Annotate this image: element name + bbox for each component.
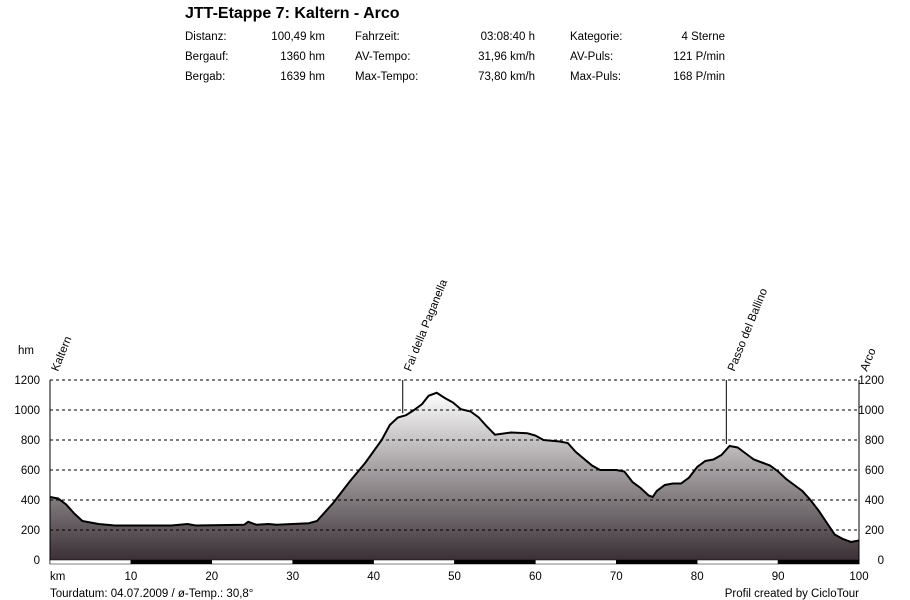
waypoint-label: Fai della Paganella (402, 277, 450, 373)
x-tick-label: 50 (448, 571, 461, 583)
km-bar-segment (49, 559, 132, 565)
y-tick-label-right: 400 (865, 495, 884, 507)
km-bar-segment (373, 559, 455, 565)
stat-label: AV-Tempo: (355, 51, 411, 63)
stat-label: Max-Puls: (570, 71, 622, 83)
stat-value: 1639 hm (280, 71, 325, 83)
stat-label: Max-Tempo: (355, 71, 419, 83)
waypoint-label: Kaltern (50, 335, 75, 373)
x-tick-label: 10 (125, 571, 138, 583)
y-tick-label-left: 600 (21, 465, 40, 477)
stat-label: Bergauf: (185, 51, 229, 63)
x-tick-label: 40 (367, 571, 380, 583)
y-tick-label-left: 200 (21, 525, 40, 537)
stat-label: AV-Puls: (570, 51, 614, 63)
stat-label: Kategorie: (570, 31, 623, 43)
y-axis-label: hm (18, 345, 34, 357)
y-tick-label-left: 1000 (14, 405, 40, 417)
x-tick-label: 70 (610, 571, 623, 583)
x-tick-label: 60 (529, 571, 542, 583)
km-bar-segment (696, 559, 779, 565)
y-tick-label-right: 1200 (858, 375, 884, 387)
stat-value: 73,80 km/h (478, 71, 535, 83)
stat-value: 121 P/min (673, 51, 725, 63)
elevation-area (50, 392, 859, 560)
y-tick-label-right: 600 (865, 465, 884, 477)
waypoint-label: Passo del Ballino (726, 287, 770, 373)
x-axis-label: km (50, 571, 65, 583)
stat-value: 31,96 km/h (478, 51, 535, 63)
km-bar-segment (130, 559, 213, 565)
x-tick-label: 30 (286, 571, 299, 583)
stat-label: Fahrzeit: (355, 31, 400, 43)
stat-value: 168 P/min (673, 71, 725, 83)
footer-left: Tourdatum: 04.07.2009 / ø-Temp.: 30,8° (50, 588, 253, 600)
km-bar-segment (211, 559, 293, 565)
stat-value: 1360 hm (280, 51, 325, 63)
stat-value: 4 Sterne (681, 31, 725, 43)
y-tick-label-right: 1000 (858, 405, 884, 417)
y-tick-label-left: 0 (34, 555, 40, 567)
stat-value: 03:08:40 h (480, 31, 535, 43)
stat-value: 100,49 km (271, 31, 325, 43)
elevation-line (49, 391, 860, 544)
km-bar-segment (535, 559, 617, 565)
y-tick-label-left: 1200 (14, 375, 40, 387)
y-tick-label-right: 200 (865, 525, 884, 537)
x-tick-label: 90 (772, 571, 785, 583)
waypoint-label: Arco (859, 347, 879, 373)
km-bar-segment (616, 559, 698, 565)
page-title: JTT-Etappe 7: Kaltern - Arco (185, 5, 400, 22)
x-tick-label: 20 (205, 571, 218, 583)
y-tick-label-left: 800 (21, 435, 40, 447)
x-tick-label: 80 (691, 571, 704, 583)
y-tick-label-right: 800 (865, 435, 884, 447)
footer-right: Profil created by CicloTour (725, 588, 859, 600)
y-tick-label-right: 0 (878, 555, 884, 567)
km-bar-segment (292, 559, 374, 565)
stat-label: Bergab: (185, 71, 226, 83)
km-bar-segment (777, 559, 860, 565)
y-tick-label-left: 400 (21, 495, 40, 507)
x-tick-label: 100 (849, 571, 868, 583)
stat-label: Distanz: (185, 31, 227, 43)
km-bar-segment (454, 559, 536, 565)
